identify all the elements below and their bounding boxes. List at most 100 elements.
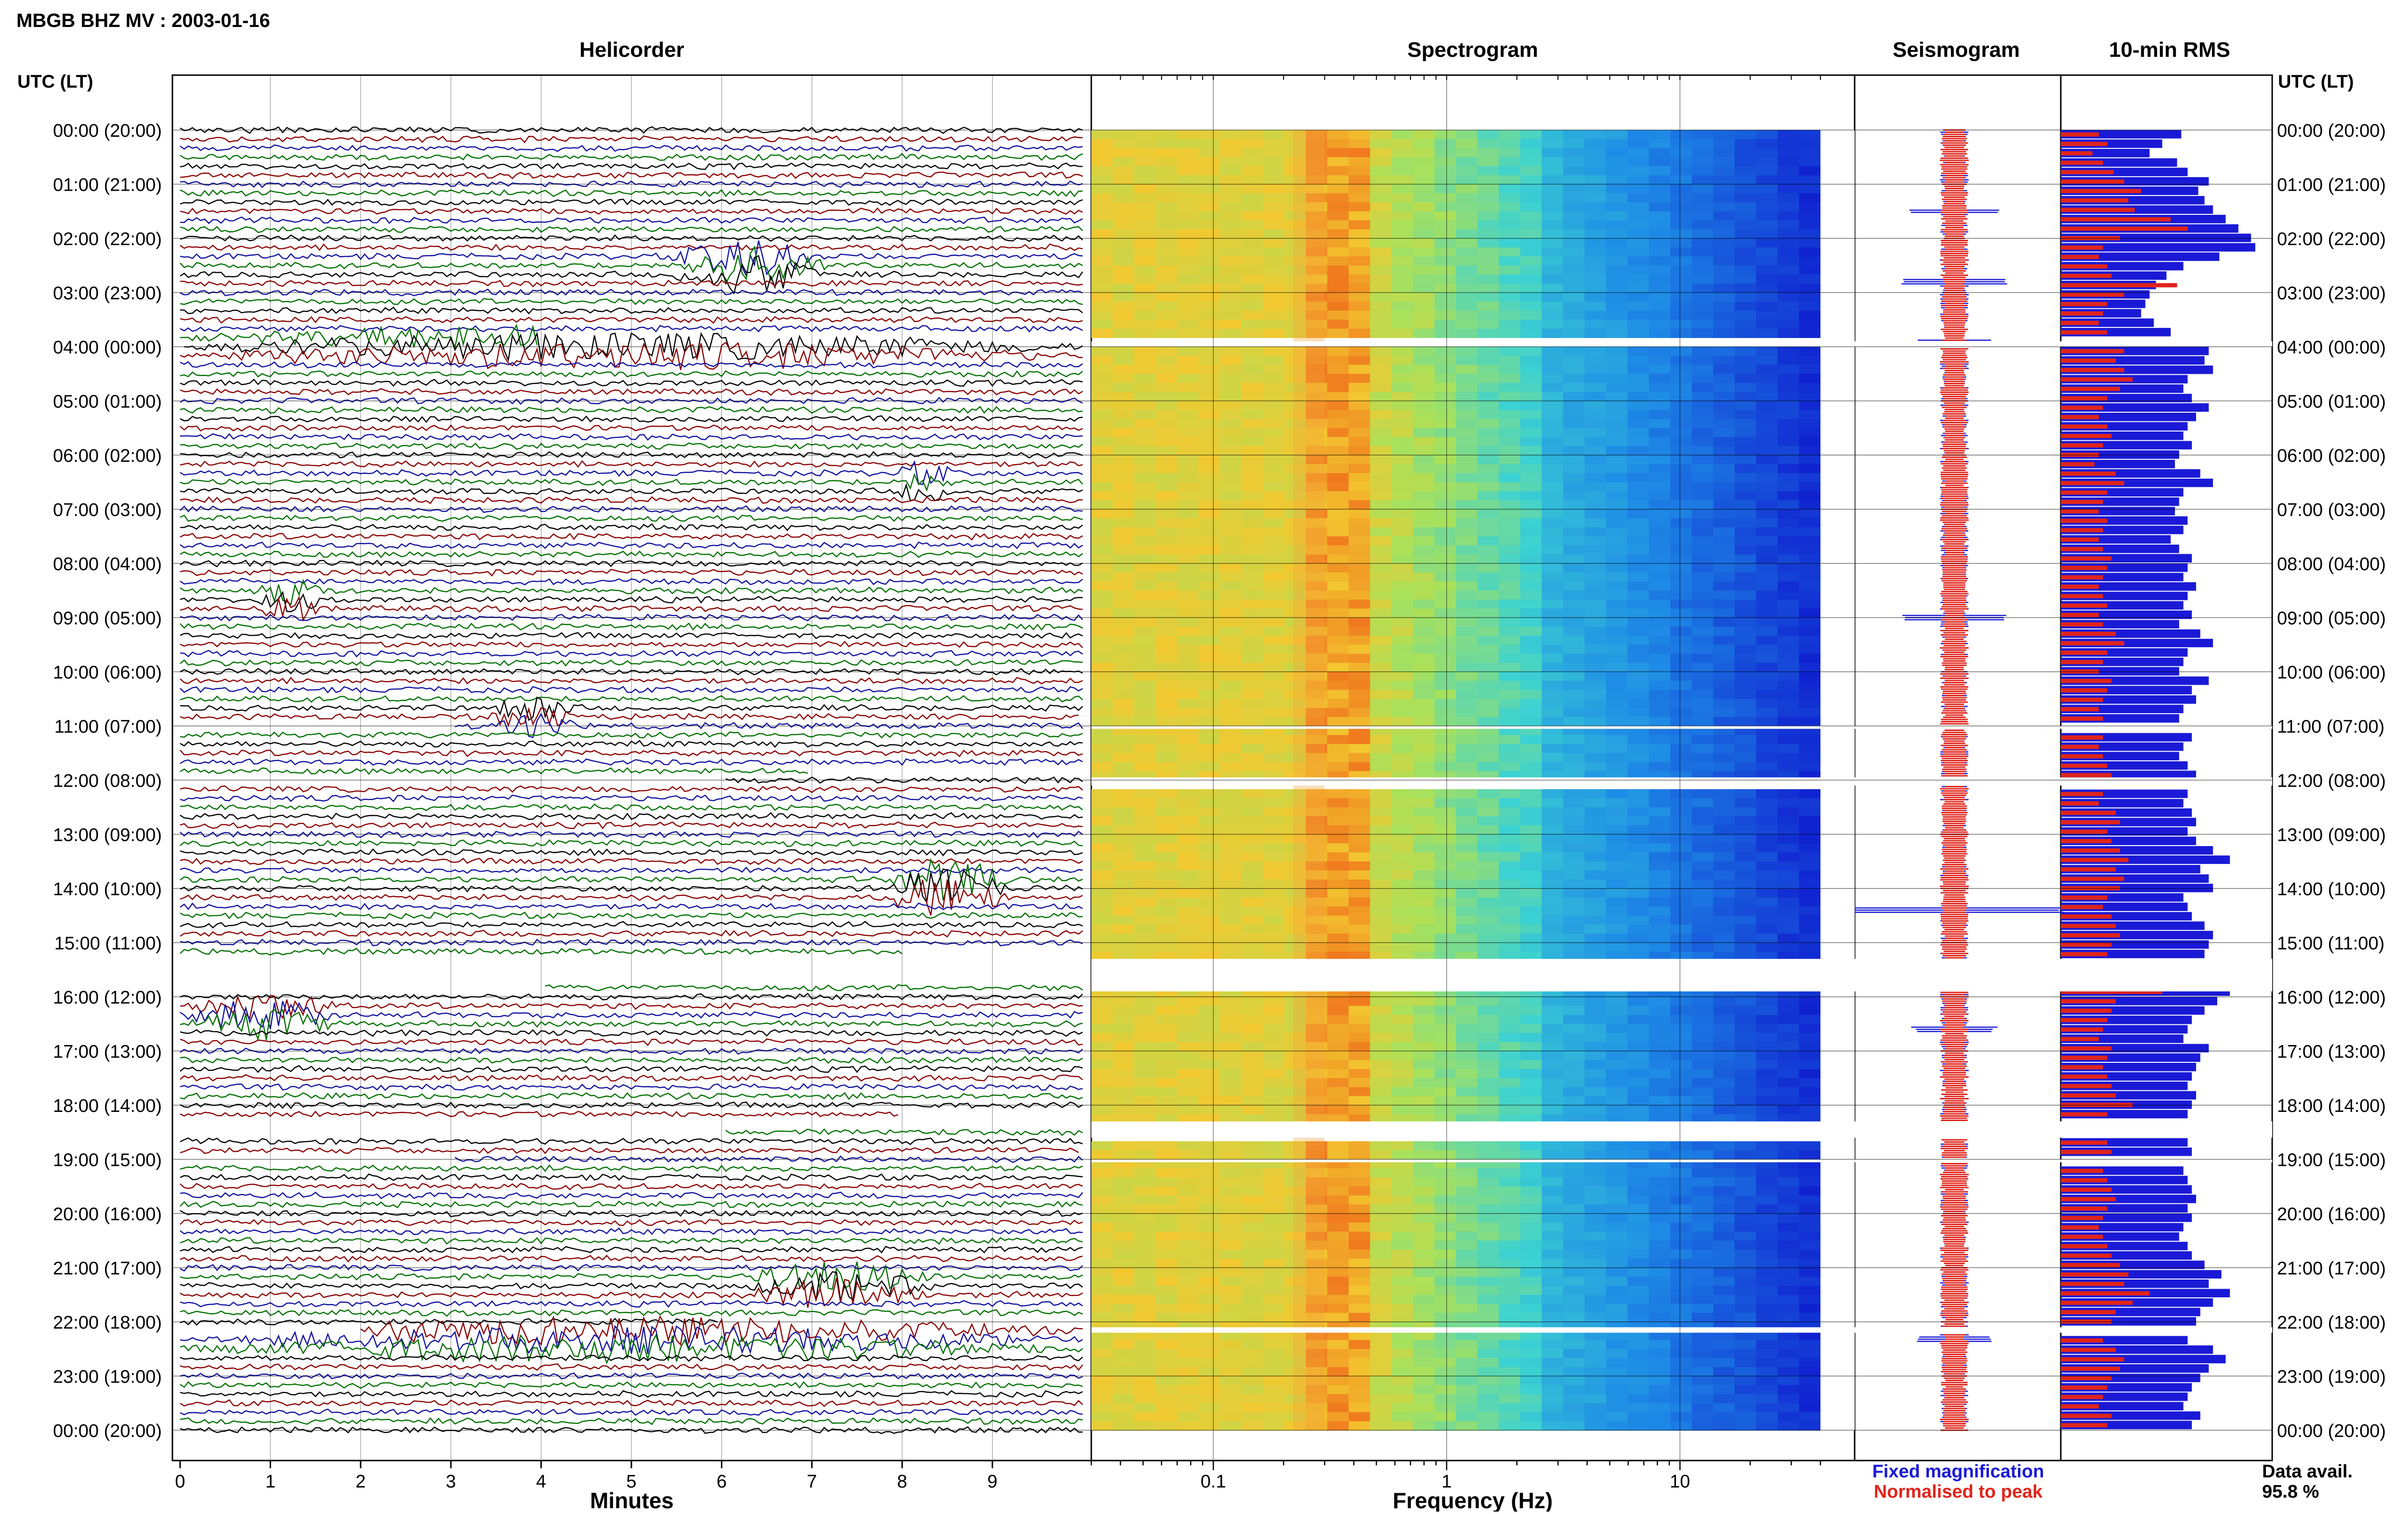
spectrogram-cell — [1606, 1141, 1628, 1150]
spectrogram-cell — [1563, 383, 1585, 392]
spectrogram-cell — [1692, 1376, 1714, 1385]
spectrogram-cell — [1649, 915, 1671, 925]
seismogram-title: Seismogram — [1893, 38, 2020, 62]
spectrogram-cell — [1713, 600, 1735, 609]
spectrogram-cell — [1499, 311, 1520, 320]
spectrogram-cell — [1756, 1024, 1778, 1033]
spectrogram-cell — [1799, 943, 1821, 952]
spectrogram-cell — [1542, 329, 1563, 338]
spectrogram-cell — [1091, 997, 1113, 1006]
spectrogram-cell — [1713, 455, 1735, 464]
spectrogram-cell — [1606, 1277, 1628, 1286]
spectrogram-cell — [1263, 915, 1284, 925]
spectrogram-cell — [1606, 699, 1628, 708]
spectrogram-cell — [1413, 1268, 1435, 1277]
spectrogram-cell — [1220, 1250, 1242, 1259]
spectrogram-cell — [1199, 428, 1220, 437]
spectrogram-cell — [1670, 365, 1692, 374]
spectrogram-cell — [1177, 663, 1199, 672]
spectrogram-cell — [1242, 907, 1263, 916]
spectrogram-cell — [1156, 871, 1178, 880]
spectrogram-cell — [1327, 626, 1349, 636]
spectrogram-cell — [1134, 1358, 1156, 1367]
spectrogram-cell — [1242, 1105, 1263, 1114]
spectrogram-cell — [1413, 753, 1435, 762]
spectrogram-cell — [1177, 843, 1199, 852]
spectrogram-cell — [1199, 419, 1220, 428]
spectrogram-cell — [1735, 1240, 1756, 1250]
spectrogram-cell — [1499, 1250, 1520, 1259]
rms-bar-normalised — [2061, 274, 2111, 278]
spectrogram-cell — [1348, 1403, 1370, 1412]
spectrogram-cell — [1242, 915, 1263, 925]
spectrogram-cell — [1542, 473, 1563, 483]
spectrogram-cell — [1520, 211, 1542, 221]
spectrogram-cell — [1756, 1150, 1778, 1160]
spectrogram-cell — [1199, 509, 1220, 519]
spectrogram-cell — [1542, 925, 1563, 934]
spectrogram-cell — [1435, 383, 1456, 392]
spectrogram-cell — [1520, 257, 1542, 266]
spectrogram-cell — [1435, 1403, 1456, 1412]
spectrogram-cell — [1134, 374, 1156, 383]
spectrogram-cell — [1649, 139, 1671, 148]
spectrogram-cell — [1263, 428, 1284, 437]
spectrogram-cell — [1478, 573, 1499, 582]
spectrogram-cell — [1348, 446, 1370, 455]
spectrogram-cell — [1735, 248, 1756, 257]
spectrogram-cell — [1370, 879, 1392, 888]
spectrogram-cell — [1778, 753, 1799, 762]
spectrogram-cell — [1134, 1376, 1156, 1385]
spectrogram-cell — [1391, 202, 1413, 211]
spectrogram-cell — [1413, 554, 1435, 563]
spectrogram-cell — [1134, 934, 1156, 943]
spectrogram-cell — [1692, 419, 1714, 428]
spectrogram-cell — [1584, 1204, 1606, 1214]
spectrogram-cell — [1799, 1240, 1821, 1250]
spectrogram-cell — [1606, 1240, 1628, 1250]
spectrogram-cell — [1499, 735, 1520, 744]
spectrogram-cell — [1520, 699, 1542, 708]
spectrogram-cell — [1413, 672, 1435, 681]
spectrogram-cell — [1542, 1060, 1563, 1069]
spectrogram-cell — [1327, 1150, 1349, 1160]
spectrogram-cell — [1156, 248, 1178, 257]
spectrogram-cell — [1456, 265, 1478, 274]
spectrogram-cell — [1713, 148, 1735, 157]
spectrogram-cell — [1778, 1214, 1799, 1223]
spectrogram-cell — [1606, 1033, 1628, 1042]
spectrogram-cell — [1456, 600, 1478, 609]
spectrogram-cell — [1435, 636, 1456, 645]
spectrogram-cell — [1713, 374, 1735, 383]
spectrogram-cell — [1542, 1069, 1563, 1078]
spectrogram-cell — [1649, 274, 1671, 284]
spectrogram-cell — [1435, 175, 1456, 184]
spectrogram-cell — [1606, 166, 1628, 175]
spectrogram-cell — [1113, 573, 1135, 582]
spectrogram-cell — [1348, 1304, 1370, 1313]
spectrogram-cell — [1542, 1250, 1563, 1259]
rms-bar-normalised — [2061, 180, 2124, 184]
spectrogram-cell — [1091, 699, 1113, 708]
spectrogram-cell — [1134, 672, 1156, 681]
spectrogram-cell — [1756, 1394, 1778, 1403]
spectrogram-cell — [1091, 175, 1113, 184]
spectrogram-cell — [1563, 1223, 1585, 1232]
spectrogram-cell — [1242, 419, 1263, 428]
spectrogram-cell — [1391, 193, 1413, 202]
spectrogram-cell — [1542, 1042, 1563, 1051]
spectrogram-cell — [1156, 546, 1178, 555]
spectrogram-cell — [1735, 997, 1756, 1006]
spectrogram-cell — [1542, 997, 1563, 1006]
spectrogram-cell — [1778, 455, 1799, 464]
spectrogram-cell — [1584, 1250, 1606, 1259]
spectrogram-cell — [1713, 1286, 1735, 1295]
spectrogram-cell — [1606, 365, 1628, 374]
spectrogram-cell — [1478, 202, 1499, 211]
spectrogram-cell — [1327, 753, 1349, 762]
spectrogram-cell — [1177, 1078, 1199, 1087]
spectrogram-cell — [1263, 166, 1284, 175]
spectrogram-cell — [1370, 843, 1392, 852]
spectrogram-cell — [1113, 139, 1135, 148]
spectrogram-cell — [1584, 546, 1606, 555]
